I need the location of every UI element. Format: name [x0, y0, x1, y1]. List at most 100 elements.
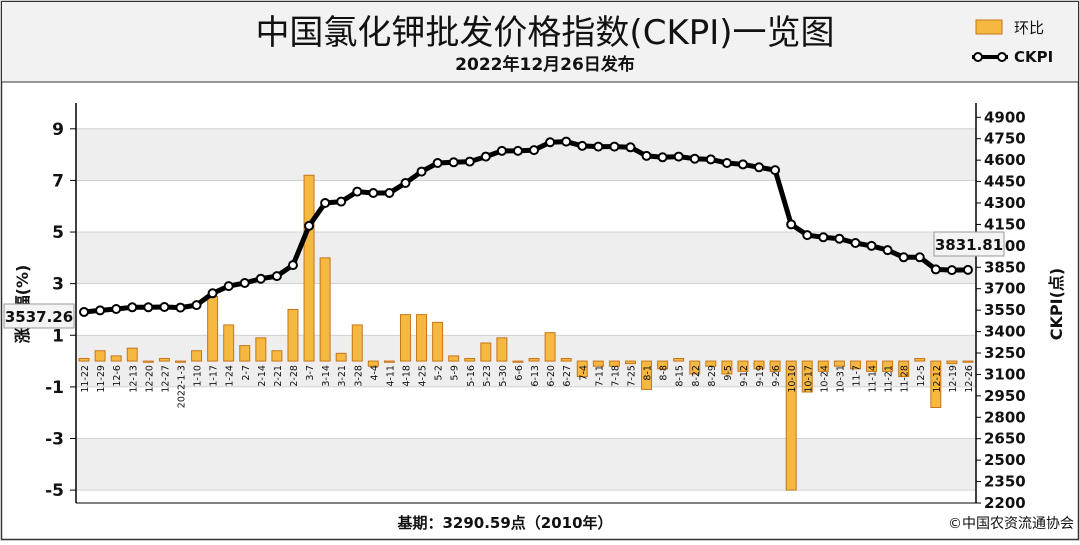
bar [223, 324, 235, 362]
right-tick-label: 3550 [984, 301, 1026, 319]
x-tick-label: 11-21 [884, 365, 895, 393]
bar [255, 337, 267, 362]
x-tick-label: 3-28 [353, 365, 364, 387]
ckpi-point [255, 273, 266, 284]
bar [383, 360, 395, 363]
right-tick-label: 2650 [984, 430, 1026, 448]
left-tick-label: -1 [45, 378, 64, 398]
x-tick-label: 12-12 [932, 365, 943, 393]
ckpi-point [786, 219, 797, 230]
left-tick-label: -5 [45, 481, 64, 501]
bar [142, 360, 154, 363]
ckpi-point [95, 305, 106, 316]
bar [817, 360, 829, 372]
ckpi-point [673, 151, 684, 162]
left-tick-label: 3 [52, 275, 64, 295]
bar [914, 357, 926, 362]
ckpi-point [705, 154, 716, 165]
right-tick-label: 3400 [984, 323, 1026, 341]
bar [624, 360, 636, 365]
legend-bar-swatch [975, 19, 1003, 35]
ckpi-point [271, 271, 282, 282]
ckpi-point [320, 198, 331, 208]
bar [319, 257, 331, 362]
right-tick-label: 4900 [984, 108, 1026, 126]
ckpi-point [850, 238, 861, 248]
ckpi-point [754, 162, 765, 173]
x-tick-label: 6-20 [546, 365, 557, 387]
bar [833, 360, 845, 367]
x-tick-label: 3-7 [305, 365, 316, 381]
x-tick-label: 9-26 [771, 365, 782, 387]
bar [303, 174, 315, 362]
bar [416, 314, 428, 362]
ckpi-point [207, 288, 218, 299]
x-tick-label: 10-31 [835, 365, 846, 393]
ckpi-point [480, 151, 491, 162]
ckpi-point [962, 264, 973, 275]
x-tick-label: 8-1 [643, 365, 654, 381]
left-tick-label: 7 [52, 171, 64, 191]
left-tick-label: 9 [52, 120, 64, 140]
x-tick-label: 2-14 [257, 365, 268, 387]
bar [882, 360, 894, 372]
ckpi-point [336, 196, 347, 207]
bar [801, 360, 813, 393]
chart-title: 中国氯化钾批发价格指数(CKPI)一览图 [255, 13, 834, 53]
bar [576, 360, 588, 378]
x-tick-label: 3-14 [321, 365, 332, 387]
left-tick-label: -3 [45, 429, 64, 449]
x-tick-label: 5-23 [482, 365, 493, 387]
x-tick-label: 9-19 [755, 365, 766, 387]
first-callout-box [3, 303, 75, 329]
ckpi-point [175, 302, 186, 313]
x-tick-label: 6-27 [562, 365, 573, 387]
ckpi-point [641, 150, 652, 161]
bar [448, 355, 460, 362]
bar [110, 355, 122, 362]
legend-line-marker-right [997, 52, 1007, 62]
bar [962, 360, 974, 363]
ckpi-point [223, 281, 234, 292]
ckpi-point [802, 230, 813, 241]
x-tick-label: 12-13 [128, 365, 139, 393]
x-tick-label: 5-16 [466, 365, 477, 387]
x-tick-label: 8-8 [659, 365, 670, 381]
bar [866, 360, 878, 372]
bar [930, 360, 942, 409]
x-tick-label: 7-25 [626, 365, 637, 387]
bar [769, 360, 781, 372]
legend-line-label: CKPI [1014, 48, 1053, 66]
right-axis-title: CKPI(点) [1047, 268, 1066, 340]
x-tick-label: 11-28 [900, 365, 911, 393]
ckpi-point [448, 157, 459, 168]
ckpi-point [432, 158, 443, 168]
bar [126, 347, 138, 362]
right-tick-label: 3250 [984, 344, 1026, 362]
x-tick-label: 5-30 [498, 365, 509, 387]
ckpi-point [239, 278, 250, 288]
bar [367, 360, 379, 367]
plot-band [76, 438, 976, 491]
x-tick-label: 6-13 [530, 365, 541, 387]
bar [271, 350, 283, 362]
x-tick-label: 7-4 [578, 365, 589, 381]
x-tick-label: 7-11 [594, 365, 605, 387]
ckpi-point [721, 158, 732, 168]
right-tick-label: 3700 [984, 280, 1026, 298]
ckpi-point [834, 233, 845, 244]
bar [351, 324, 363, 362]
bar [512, 360, 524, 363]
x-tick-label: 1-17 [209, 365, 220, 387]
bar [174, 360, 186, 363]
ckpi-point [287, 260, 298, 271]
bar [592, 360, 604, 367]
first-value-callout: 3537.26 [3, 303, 75, 329]
x-tick-label: 11-7 [851, 365, 862, 387]
bar [207, 296, 219, 362]
bar [94, 350, 106, 362]
x-tick-label: 2-21 [273, 365, 284, 387]
x-tick-label: 12-27 [160, 365, 171, 393]
ckpi-point [737, 159, 748, 170]
plot-band [76, 128, 976, 181]
